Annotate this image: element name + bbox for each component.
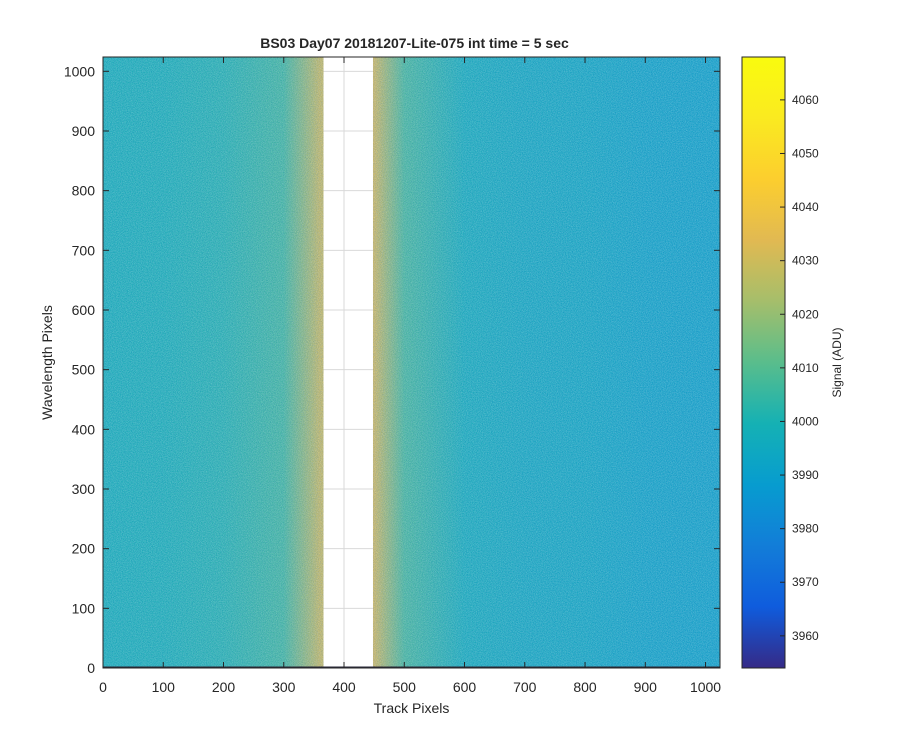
colorbar-tick-label: 4060: [792, 93, 819, 107]
y-tick-label: 200: [72, 541, 96, 557]
y-tick-label: 300: [72, 481, 96, 497]
chart-title: BS03 Day07 20181207-Lite-075 int time = …: [260, 35, 569, 51]
colorbar-ticks: 3960 3970 3980 3990 4000 4010 4020 4030 4040 4050…: [780, 93, 819, 643]
colorbar-tick-label: 4050: [792, 146, 819, 160]
colorbar-tick-label: 4040: [792, 200, 819, 214]
x-tick-label: 800: [573, 679, 597, 695]
x-tick-label: 1000: [690, 679, 721, 695]
y-axis-label: Wavelength Pixels: [39, 305, 55, 420]
colorbar-tick-label: 4030: [792, 254, 819, 268]
plot-area: [103, 57, 720, 668]
y-tick-label: 900: [72, 123, 96, 139]
grid-lines: [323, 57, 373, 668]
colorbar-tick-label: 3980: [792, 522, 819, 536]
heatmap-bottom-row: [103, 666, 720, 668]
y-tick-label: 800: [72, 183, 96, 199]
colorbar-label: Signal (ADU): [830, 327, 844, 397]
y-tick-label: 400: [72, 421, 96, 437]
colorbar-tick-label: 4010: [792, 361, 819, 375]
colorbar: 3960 3970 3980 3990 4000 4010 4020 4030 4040 4050…: [741, 56, 844, 669]
y-axis-ticks: 0 100 200 300 400 500 600 700 800 900 1000: [64, 63, 720, 676]
x-axis-ticks: 0 100 200 300 400 500 600 700 800 900 1000: [99, 57, 721, 695]
x-tick-label: 900: [634, 679, 658, 695]
x-tick-label: 300: [272, 679, 296, 695]
y-tick-label: 500: [72, 362, 96, 378]
y-tick-label: 1000: [64, 63, 95, 79]
colorbar-gradient: [741, 56, 786, 669]
y-tick-label: 700: [72, 242, 96, 258]
y-tick-label: 100: [72, 600, 96, 616]
x-axis-label: Track Pixels: [374, 700, 450, 716]
x-tick-label: 600: [453, 679, 477, 695]
colorbar-tick-label: 3970: [792, 575, 819, 589]
masked-column-region: [323, 57, 373, 668]
heatmap-noise-left-dark: [103, 57, 324, 668]
x-tick-label: 400: [332, 679, 356, 695]
colorbar-tick-label: 3960: [792, 629, 819, 643]
x-tick-label: 200: [212, 679, 236, 695]
x-tick-label: 700: [513, 679, 537, 695]
y-tick-label: 600: [72, 302, 96, 318]
x-tick-label: 100: [152, 679, 176, 695]
colorbar-tick-label: 4000: [792, 414, 819, 428]
plot-frame: [102, 56, 721, 669]
x-tick-label: 0: [99, 679, 107, 695]
colorbar-tick-label: 3990: [792, 468, 819, 482]
colorbar-tick-label: 4020: [792, 307, 819, 321]
y-tick-label: 0: [87, 660, 95, 676]
heatmap-noise-right-dark: [372, 57, 720, 668]
x-tick-label: 500: [393, 679, 417, 695]
